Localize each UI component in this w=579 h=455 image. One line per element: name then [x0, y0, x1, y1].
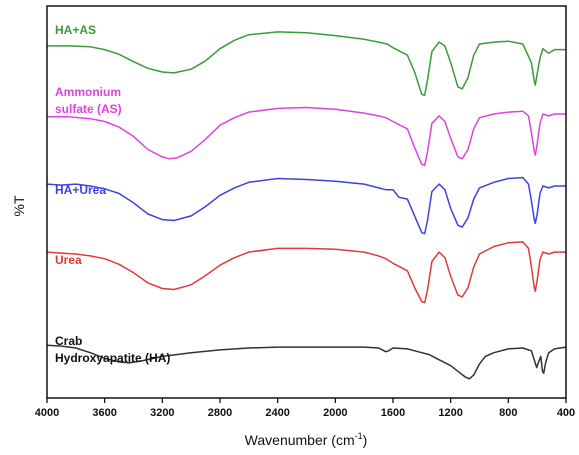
- series-line-4: [46, 344, 567, 380]
- x-tick-label-9: 400: [557, 407, 575, 419]
- x-tick-label-7: 1200: [438, 407, 462, 419]
- x-tick-label-2: 3200: [150, 407, 174, 419]
- x-axis-title-main: Wavenumber (cm: [245, 432, 355, 448]
- series-line-2: [46, 176, 566, 235]
- series-label-4-1: Hydroxyapatite (HA): [55, 351, 170, 365]
- plot-frame: [46, 5, 567, 399]
- series-label-2-0: HA+Urea: [55, 183, 106, 197]
- series-line-3: [46, 241, 566, 304]
- series-label-layer: HA+AS Ammonium sulfate (AS) HA+Urea Urea Crab…: [55, 23, 170, 365]
- series-label-1-1: sulfate (AS): [55, 102, 122, 116]
- series-label-4-0: Crab: [55, 334, 82, 348]
- x-tick-label-8: 800: [499, 407, 517, 419]
- x-tick-label-6: 1600: [381, 407, 405, 419]
- x-tick-label-3: 2800: [208, 407, 232, 419]
- x-tick-label-0: 4000: [35, 407, 59, 419]
- x-tick-label-5: 2000: [323, 407, 347, 419]
- y-axis-title: %T: [11, 195, 27, 216]
- series-line-1: [47, 106, 566, 167]
- series-layer: [46, 31, 567, 380]
- x-axis-title: Wavenumber (cm-1): [245, 431, 368, 448]
- series-label-0-0: HA+AS: [55, 23, 96, 37]
- x-axis-title-sup: -1: [355, 431, 363, 441]
- x-tick-label-4: 2400: [265, 407, 289, 419]
- x-axis-title-tail: ): [363, 432, 368, 448]
- series-line-0: [47, 31, 566, 97]
- series-label-3-0: Urea: [55, 253, 82, 267]
- x-tick-label-1: 3600: [92, 407, 116, 419]
- series-label-1-0: Ammonium: [55, 85, 121, 99]
- x-tick-layer: 4000 3600 3200 2800 2400 2000 1600 1200 800 400: [35, 398, 575, 419]
